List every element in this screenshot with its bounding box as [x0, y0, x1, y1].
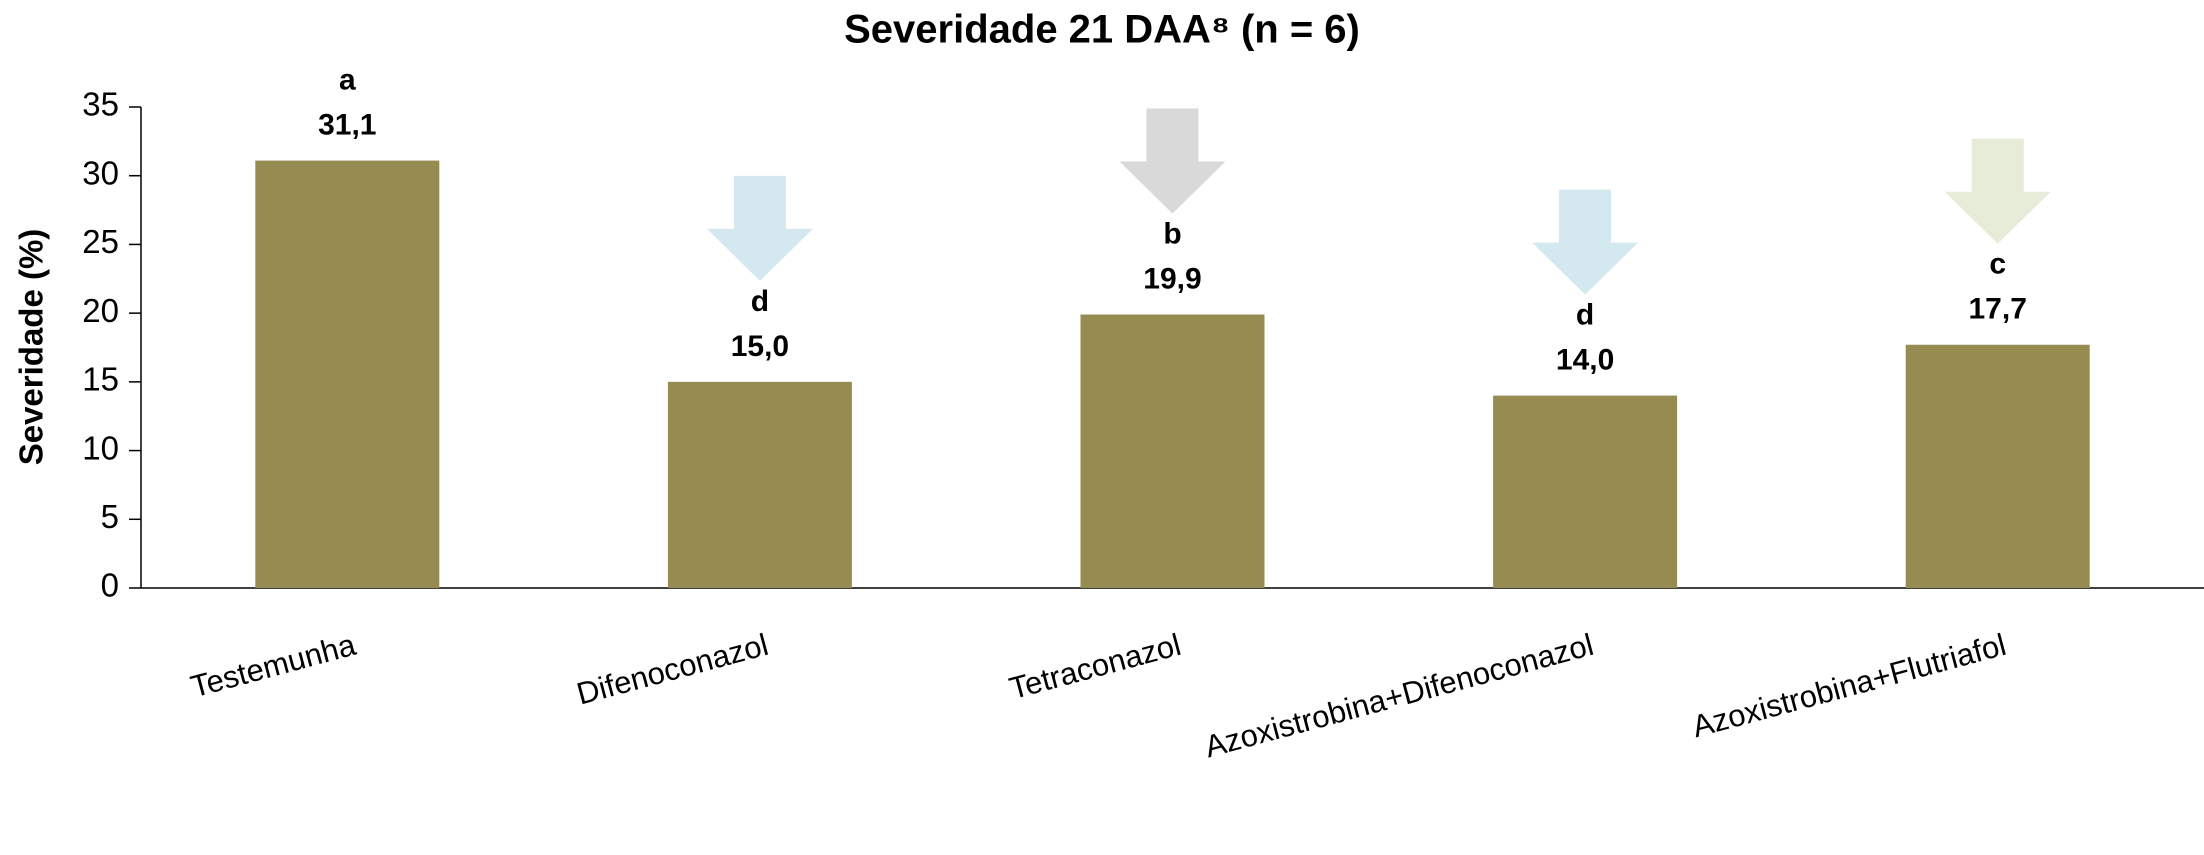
- x-tick-label: Azoxistrobina+Difenoconazol: [1201, 627, 1597, 765]
- significance-letter: c: [1989, 248, 2006, 281]
- value-label: 14,0: [1556, 344, 1614, 377]
- arrow: [706, 175, 813, 281]
- significance-letter: a: [339, 64, 356, 97]
- y-tick-label: 35: [82, 86, 119, 123]
- bar: [1905, 344, 2090, 588]
- value-label: 19,9: [1143, 262, 1201, 295]
- y-tick-label: 0: [101, 567, 119, 604]
- bar: [255, 160, 440, 588]
- x-tick-label: Azoxistrobina+Flutriafol: [1689, 627, 2010, 744]
- y-tick-label: 20: [82, 292, 119, 329]
- bar: [1080, 314, 1265, 588]
- significance-letter: d: [1576, 299, 1594, 332]
- value-label: 17,7: [1969, 293, 2027, 326]
- significance-letter: d: [751, 285, 769, 318]
- significance-letter: b: [1163, 217, 1181, 250]
- y-tick-label: 25: [82, 223, 119, 260]
- y-axis-label: Severidade (%): [13, 229, 50, 466]
- y-tick-label: 5: [101, 498, 119, 535]
- x-tick-label: Tetraconazol: [1006, 627, 1185, 706]
- arrow: [1944, 138, 2051, 244]
- bar: [1493, 395, 1678, 588]
- arrow: [1532, 189, 1639, 295]
- value-label: 31,1: [318, 109, 376, 142]
- y-tick-label: 10: [82, 429, 119, 466]
- y-tick-label: 30: [82, 154, 119, 191]
- arrow: [1119, 108, 1226, 214]
- chart-title: Severidade 21 DAA⁸ (n = 6): [844, 8, 1360, 52]
- value-label: 15,0: [731, 330, 789, 363]
- x-tick-label: Testemunha: [187, 627, 360, 705]
- x-tick-label: Difenoconazol: [573, 627, 772, 712]
- bar: [667, 381, 852, 588]
- y-tick-label: 15: [82, 361, 119, 398]
